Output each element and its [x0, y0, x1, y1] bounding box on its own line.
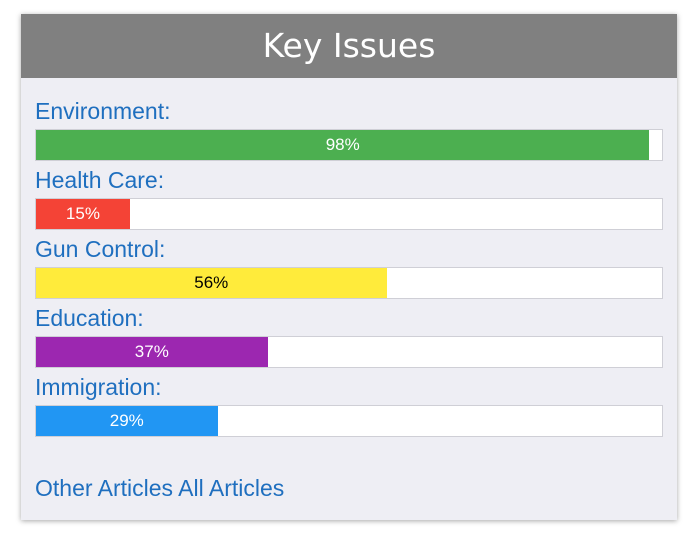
progress-bar-track: 37%	[35, 336, 663, 368]
progress-bar-fill: 37%	[36, 337, 268, 367]
progress-bar-track: 56%	[35, 267, 663, 299]
progress-bar-track: 15%	[35, 198, 663, 230]
progress-bar-fill: 29%	[36, 406, 218, 436]
issue-item-environment: Environment: 98%	[35, 96, 663, 165]
progress-bar-fill: 56%	[36, 268, 387, 298]
percent-label: 56%	[194, 273, 229, 292]
issue-label: Health Care:	[35, 167, 165, 193]
issue-label: Environment:	[35, 98, 171, 124]
progress-bar-fill: 98%	[36, 130, 650, 160]
percent-label: 15%	[65, 204, 100, 223]
panel-title: Key Issues	[262, 26, 436, 65]
issue-item-gun-control: Gun Control: 56%	[35, 234, 663, 303]
issues-list: Environment: 98% Health Care: 15% Gun Co…	[35, 96, 663, 441]
progress-bar-fill: 15%	[36, 199, 130, 229]
other-articles-link[interactable]: Other Articles	[35, 475, 174, 501]
issue-item-health-care: Health Care: 15%	[35, 165, 663, 234]
progress-bar-track: 29%	[35, 405, 663, 437]
issue-label: Gun Control:	[35, 236, 166, 262]
percent-label: 98%	[325, 135, 360, 154]
all-articles-link[interactable]: All Articles	[178, 475, 285, 501]
article-links: Other Articles All Articles	[35, 472, 284, 504]
panel-header: Key Issues	[21, 14, 677, 78]
issue-item-immigration: Immigration: 29%	[35, 372, 663, 441]
issue-label: Immigration:	[35, 374, 162, 400]
percent-label: 37%	[134, 342, 169, 361]
percent-label: 29%	[109, 411, 144, 430]
progress-bar-track: 98%	[35, 129, 663, 161]
issue-item-education: Education: 37%	[35, 303, 663, 372]
issue-label: Education:	[35, 305, 144, 331]
key-issues-panel: Key Issues Environment: 98% Health Care:…	[21, 14, 677, 520]
